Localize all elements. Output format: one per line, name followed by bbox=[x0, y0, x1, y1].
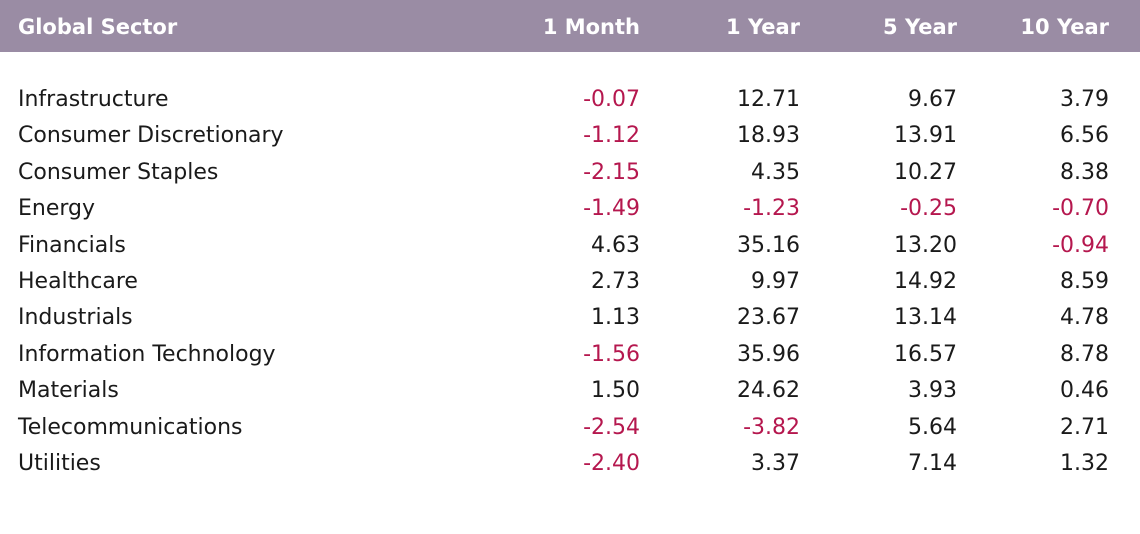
value-cell-1-month: -2.54 bbox=[583, 414, 640, 440]
value-cell-1-month: 1.13 bbox=[591, 305, 640, 331]
table-row: Financials 4.63 35.16 13.20 -0.94 bbox=[0, 228, 1140, 264]
value-cell-1-month: 2.73 bbox=[591, 269, 640, 294]
column-header-1-year: 1 Year bbox=[726, 15, 800, 39]
table-row: Energy -1.49 -1.23 -0.25 -0.70 bbox=[0, 191, 1140, 227]
table-header: Global Sector 1 Month 1 Year 5 Year 10 Y… bbox=[0, 0, 1140, 52]
column-header-1-month: 1 Month bbox=[542, 15, 640, 39]
value-cell-1-year: 24.62 bbox=[737, 378, 800, 404]
value-cell-5-year: 13.20 bbox=[894, 232, 957, 258]
sector-label: Consumer Staples bbox=[18, 159, 219, 185]
table-row: Healthcare 2.73 9.97 14.92 8.59 bbox=[0, 264, 1140, 300]
value-cell-10-year: -0.70 bbox=[1052, 196, 1109, 222]
value-cell-1-month: -2.15 bbox=[583, 159, 640, 185]
value-cell-10-year: 6.56 bbox=[1060, 123, 1109, 149]
value-cell-5-year: 10.27 bbox=[894, 159, 957, 185]
value-cell-1-year: -1.23 bbox=[743, 196, 800, 222]
value-cell-1-month: 4.63 bbox=[591, 232, 640, 258]
table-row: Utilities -2.40 3.37 7.14 1.32 bbox=[0, 446, 1140, 482]
value-cell-5-year: 13.91 bbox=[894, 123, 957, 149]
value-cell-1-month: -1.12 bbox=[583, 123, 640, 149]
value-cell-10-year: 8.59 bbox=[1060, 269, 1109, 294]
column-header-10-year: 10 Year bbox=[1020, 15, 1109, 39]
value-cell-1-year: 3.37 bbox=[751, 451, 800, 476]
value-cell-1-month: 1.50 bbox=[591, 378, 640, 404]
value-cell-1-year: 35.96 bbox=[737, 341, 800, 367]
table-row: Consumer Discretionary -1.12 18.93 13.91 6.5… bbox=[0, 118, 1140, 154]
value-cell-1-month: -2.40 bbox=[583, 451, 640, 476]
sector-label: Healthcare bbox=[18, 269, 138, 294]
value-cell-1-year: 23.67 bbox=[737, 305, 800, 331]
value-cell-1-year: 4.35 bbox=[751, 159, 800, 185]
value-cell-1-year: 18.93 bbox=[737, 123, 800, 149]
value-cell-10-year: 0.46 bbox=[1060, 378, 1109, 404]
value-cell-5-year: -0.25 bbox=[900, 196, 957, 222]
table-row: Industrials 1.13 23.67 13.14 4.78 bbox=[0, 300, 1140, 336]
value-cell-10-year: 8.38 bbox=[1060, 159, 1109, 185]
sector-label: Industrials bbox=[18, 305, 133, 331]
value-cell-10-year: 3.79 bbox=[1060, 87, 1109, 112]
column-header-5-year: 5 Year bbox=[883, 15, 957, 39]
sector-label: Telecommunications bbox=[18, 414, 243, 440]
value-cell-10-year: 2.71 bbox=[1060, 414, 1109, 440]
value-cell-5-year: 3.93 bbox=[908, 378, 957, 404]
value-cell-10-year: -0.94 bbox=[1052, 232, 1109, 258]
value-cell-1-month: -1.56 bbox=[583, 341, 640, 367]
table-row: Materials 1.50 24.62 3.93 0.46 bbox=[0, 373, 1140, 409]
value-cell-10-year: 8.78 bbox=[1060, 341, 1109, 367]
value-cell-5-year: 7.14 bbox=[908, 451, 957, 476]
value-cell-1-year: -3.82 bbox=[743, 414, 800, 440]
value-cell-1-year: 35.16 bbox=[737, 232, 800, 258]
value-cell-1-year: 12.71 bbox=[737, 87, 800, 112]
value-cell-1-year: 9.97 bbox=[751, 269, 800, 294]
sector-label: Infrastructure bbox=[18, 87, 169, 112]
sector-label: Utilities bbox=[18, 451, 101, 476]
value-cell-5-year: 16.57 bbox=[894, 341, 957, 367]
value-cell-5-year: 9.67 bbox=[908, 87, 957, 112]
table-row: Telecommunications -2.54 -3.82 5.64 2.71 bbox=[0, 410, 1140, 446]
value-cell-5-year: 5.64 bbox=[908, 414, 957, 440]
sector-label: Information Technology bbox=[18, 341, 276, 367]
sector-label: Financials bbox=[18, 232, 126, 258]
sector-label: Materials bbox=[18, 378, 119, 404]
table-row: Information Technology -1.56 35.96 16.57 8.7… bbox=[0, 337, 1140, 373]
value-cell-10-year: 1.32 bbox=[1060, 451, 1109, 476]
value-cell-5-year: 13.14 bbox=[894, 305, 957, 331]
value-cell-1-month: -0.07 bbox=[583, 87, 640, 112]
column-header-sector: Global Sector bbox=[18, 15, 178, 39]
value-cell-5-year: 14.92 bbox=[894, 269, 957, 294]
table-row: Consumer Staples -2.15 4.35 10.27 8.38 bbox=[0, 155, 1140, 191]
value-cell-1-month: -1.49 bbox=[583, 196, 640, 222]
value-cell-10-year: 4.78 bbox=[1060, 305, 1109, 331]
sector-label: Consumer Discretionary bbox=[18, 123, 284, 149]
table-row: Infrastructure -0.07 12.71 9.67 3.79 bbox=[0, 82, 1140, 118]
sector-label: Energy bbox=[18, 196, 96, 222]
